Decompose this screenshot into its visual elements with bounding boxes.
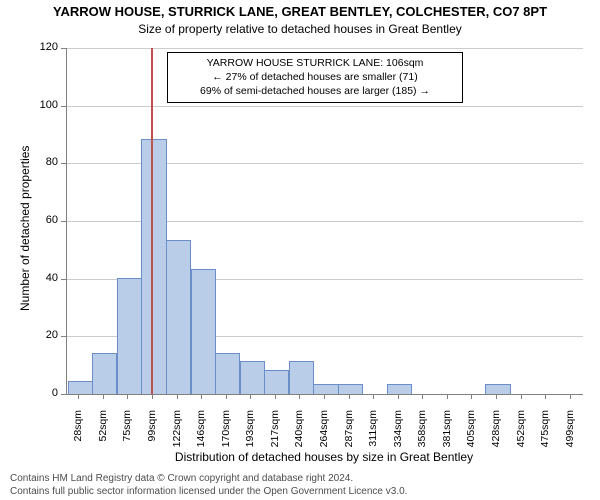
x-tick-mark xyxy=(570,394,571,399)
y-axis-label: Number of detached properties xyxy=(18,146,32,311)
x-tick-label: 358sqm xyxy=(416,410,428,480)
y-tick-mark xyxy=(61,48,66,49)
x-tick-mark xyxy=(275,394,276,399)
y-tick-mark xyxy=(61,221,66,222)
x-tick-mark xyxy=(521,394,522,399)
x-tick-label: 217sqm xyxy=(269,410,281,480)
bar xyxy=(289,361,314,394)
x-tick-mark xyxy=(103,394,104,399)
y-tick-mark xyxy=(61,336,66,337)
x-tick-label: 311sqm xyxy=(367,410,379,480)
x-tick-mark xyxy=(152,394,153,399)
x-tick-mark xyxy=(447,394,448,399)
x-tick-mark xyxy=(349,394,350,399)
x-tick-mark xyxy=(250,394,251,399)
x-tick-mark xyxy=(201,394,202,399)
x-tick-label: 475sqm xyxy=(539,410,551,480)
x-tick-label: 287sqm xyxy=(343,410,355,480)
x-tick-mark xyxy=(496,394,497,399)
x-tick-label: 428sqm xyxy=(490,410,502,480)
x-tick-label: 334sqm xyxy=(392,410,404,480)
x-tick-mark xyxy=(422,394,423,399)
x-tick-label: 381sqm xyxy=(441,410,453,480)
x-tick-mark xyxy=(324,394,325,399)
x-tick-mark xyxy=(545,394,546,399)
bar xyxy=(485,384,510,394)
x-tick-mark xyxy=(299,394,300,399)
x-tick-mark xyxy=(471,394,472,399)
x-tick-label: 122sqm xyxy=(171,410,183,480)
footer-line-2: Contains full public sector information … xyxy=(10,485,600,498)
annotation-box: YARROW HOUSE STURRICK LANE: 106sqm ← 27%… xyxy=(167,52,463,103)
x-tick-label: 28sqm xyxy=(72,410,84,480)
y-tick-label: 60 xyxy=(30,214,58,226)
bar xyxy=(68,381,93,394)
x-tick-label: 99sqm xyxy=(146,410,158,480)
x-tick-label: 240sqm xyxy=(293,410,305,480)
x-tick-mark xyxy=(226,394,227,399)
bar xyxy=(141,139,166,394)
y-tick-label: 80 xyxy=(30,156,58,168)
chart-title-main: YARROW HOUSE, STURRICK LANE, GREAT BENTL… xyxy=(0,4,600,19)
annotation-line-1: YARROW HOUSE STURRICK LANE: 106sqm xyxy=(174,56,456,70)
y-tick-mark xyxy=(61,163,66,164)
y-tick-label: 40 xyxy=(30,272,58,284)
y-tick-mark xyxy=(61,279,66,280)
bar xyxy=(240,361,265,394)
x-tick-label: 405sqm xyxy=(465,410,477,480)
bar xyxy=(92,353,117,394)
bar xyxy=(264,370,289,394)
chart-title-sub: Size of property relative to detached ho… xyxy=(0,22,600,36)
bar xyxy=(387,384,412,394)
annotation-line-2: ← 27% of detached houses are smaller (71… xyxy=(174,70,456,84)
y-tick-mark xyxy=(61,106,66,107)
y-tick-label: 20 xyxy=(30,329,58,341)
y-tick-mark xyxy=(61,394,66,395)
chart-container: YARROW HOUSE, STURRICK LANE, GREAT BENTL… xyxy=(0,0,600,500)
x-tick-mark xyxy=(127,394,128,399)
bar xyxy=(313,384,338,394)
bar xyxy=(117,278,142,394)
y-tick-label: 0 xyxy=(30,387,58,399)
x-tick-label: 264sqm xyxy=(318,410,330,480)
plot-area: YARROW HOUSE STURRICK LANE: 106sqm ← 27%… xyxy=(66,48,583,395)
y-tick-label: 120 xyxy=(30,41,58,53)
bar xyxy=(191,269,216,394)
x-tick-label: 170sqm xyxy=(220,410,232,480)
x-tick-label: 75sqm xyxy=(121,410,133,480)
x-tick-label: 499sqm xyxy=(564,410,576,480)
grid-line xyxy=(67,106,583,107)
x-tick-mark xyxy=(398,394,399,399)
y-tick-label: 100 xyxy=(30,99,58,111)
bar xyxy=(338,384,363,394)
x-tick-label: 146sqm xyxy=(195,410,207,480)
x-tick-mark xyxy=(373,394,374,399)
bar xyxy=(166,240,191,394)
reference-line xyxy=(151,48,153,394)
x-tick-label: 193sqm xyxy=(244,410,256,480)
x-tick-label: 452sqm xyxy=(515,410,527,480)
grid-line xyxy=(67,48,583,49)
x-tick-mark xyxy=(177,394,178,399)
bar xyxy=(215,353,240,394)
x-tick-label: 52sqm xyxy=(97,410,109,480)
x-tick-mark xyxy=(78,394,79,399)
annotation-line-3: 69% of semi-detached houses are larger (… xyxy=(174,84,456,98)
